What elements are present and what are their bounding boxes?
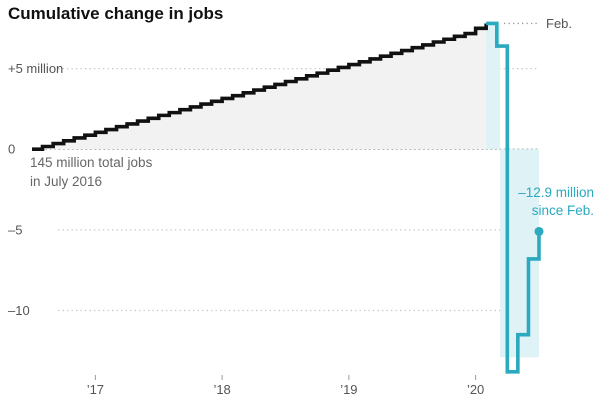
y-tick-label: –10 xyxy=(8,303,30,318)
since-feb-band-upper xyxy=(486,23,500,150)
baseline-note-line: in July 2016 xyxy=(30,174,102,189)
y-tick-label: +5 million xyxy=(8,61,63,76)
series-end-marker xyxy=(534,226,544,236)
chart-title: Cumulative change in jobs xyxy=(8,4,224,23)
x-tick-label: ’19 xyxy=(340,382,357,397)
pre-feb-area xyxy=(32,23,490,150)
series-since-feb-line xyxy=(486,21,541,374)
chart-labels: +5 million 0 –5 –10 ’17 ’18 ’19 ’20 Feb. 145 mill… xyxy=(8,16,594,397)
shaded-areas xyxy=(32,23,539,358)
series-pre-feb-line xyxy=(32,23,488,152)
y-tick-label: 0 xyxy=(8,142,15,157)
y-tick-label: –5 xyxy=(8,222,22,237)
feb-reference-label: Feb. xyxy=(546,16,572,31)
since-feb-annotation-line: –12.9 million xyxy=(518,185,594,200)
x-tick-label: ’20 xyxy=(467,382,484,397)
x-tick-label: ’17 xyxy=(87,382,104,397)
since-feb-annotation-line: since Feb. xyxy=(532,203,594,218)
series-lines xyxy=(32,21,544,374)
x-tick-label: ’18 xyxy=(213,382,230,397)
baseline-note-line: 145 million total jobs xyxy=(30,155,153,170)
